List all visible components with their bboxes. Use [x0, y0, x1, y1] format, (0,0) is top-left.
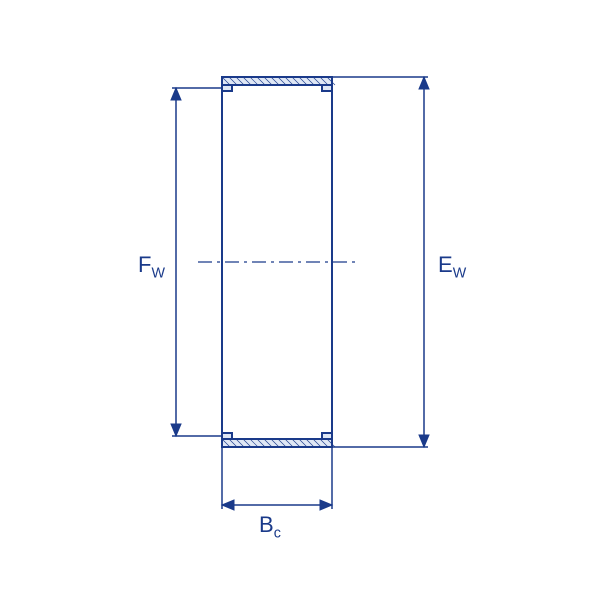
diagram-svg — [0, 0, 600, 600]
bc-sub: c — [274, 525, 281, 541]
dimension-label-bc: Bc — [259, 512, 281, 541]
dimension-label-ew: EW — [438, 252, 466, 281]
diagram-canvas: FW EW Bc — [0, 0, 600, 600]
dimension-label-fw: FW — [138, 252, 165, 281]
fw-main: F — [138, 252, 151, 277]
ew-main: E — [438, 252, 453, 277]
bc-main: B — [259, 512, 274, 537]
ew-sub: W — [453, 265, 467, 281]
fw-sub: W — [151, 265, 165, 281]
